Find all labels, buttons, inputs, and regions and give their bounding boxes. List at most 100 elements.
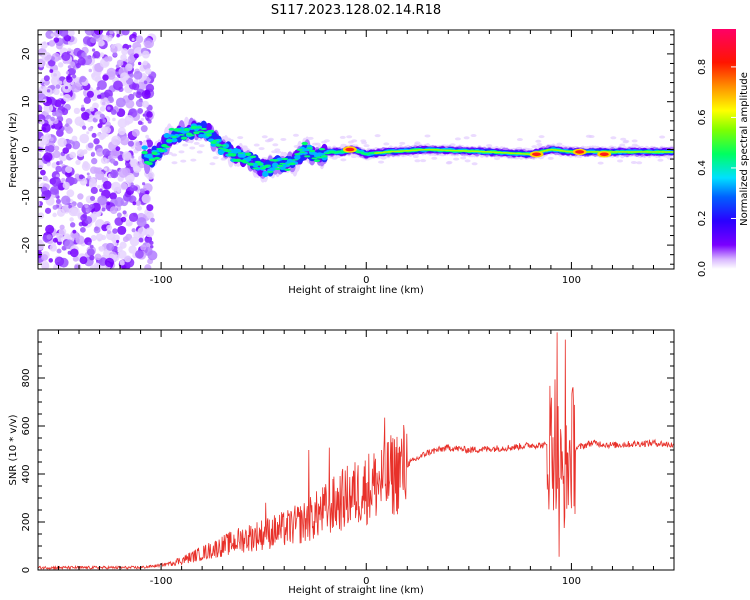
faint-speckle [617, 159, 624, 163]
noise-speckle [55, 198, 61, 204]
noise-speckle [71, 140, 81, 150]
noise-speckle [109, 30, 114, 35]
noise-speckle [89, 177, 97, 185]
noise-speckle [105, 121, 112, 128]
faint-speckle [193, 141, 200, 145]
noise-speckle [89, 114, 94, 119]
ridge-cell [237, 152, 244, 154]
ridge-cell [274, 167, 281, 170]
noise-speckle [137, 107, 144, 114]
snr-series [38, 332, 674, 570]
noise-speckle [132, 92, 137, 96]
noise-speckle [127, 48, 136, 56]
snr-x-axis-label: Height of straight line (km) [288, 585, 424, 596]
noise-speckle [44, 207, 52, 214]
noise-speckle [41, 51, 52, 62]
noise-speckle [147, 250, 158, 261]
noise-speckle [133, 70, 143, 80]
noise-speckle [117, 250, 127, 259]
colorbar-tick-label: 0.2 [697, 211, 708, 227]
noise-speckle [66, 189, 75, 198]
noise-speckle [118, 168, 129, 178]
noise-speckle [57, 80, 63, 86]
noise-speckle [137, 205, 142, 211]
noise-speckle [49, 84, 56, 91]
noise-speckle [146, 111, 153, 118]
spectrogram-y-tick-label: 20 [21, 48, 32, 61]
noise-speckle [99, 188, 103, 193]
noise-speckle [72, 229, 77, 234]
noise-speckle [139, 188, 145, 194]
faint-speckle [351, 139, 358, 143]
noise-speckle [54, 109, 63, 118]
noise-speckle [68, 207, 78, 217]
noise-speckle [75, 235, 85, 245]
noise-speckle [58, 160, 64, 165]
noise-speckle [146, 204, 154, 212]
faint-speckle [258, 147, 265, 151]
noise-speckle [66, 76, 73, 83]
noise-speckle [115, 146, 121, 152]
noise-speckle [110, 148, 121, 159]
noise-speckle [38, 201, 41, 206]
noise-speckle [50, 33, 55, 37]
ridge-cell [235, 158, 242, 162]
snr-y-tick-label: 400 [21, 464, 32, 483]
noise-speckle [52, 150, 61, 159]
ridge-cell [163, 133, 171, 139]
noise-speckle [135, 35, 144, 44]
snr-y-tick-label: 600 [21, 416, 32, 435]
noise-speckle [124, 255, 132, 263]
noise-speckle [128, 108, 138, 118]
noise-speckle [43, 152, 53, 162]
noise-speckle [102, 148, 110, 156]
faint-speckle [597, 161, 604, 165]
noise-speckle [49, 186, 59, 195]
noise-speckle [128, 178, 133, 183]
noise-speckle [74, 264, 79, 269]
noise-speckle [116, 212, 122, 218]
colorbar-tick-label: 0.4 [697, 160, 708, 176]
noise-speckle [107, 95, 114, 102]
faint-speckle [463, 136, 470, 140]
ridge-cell [291, 159, 299, 161]
ridge-cell [212, 139, 220, 142]
noise-speckle [150, 217, 155, 223]
noise-speckle [81, 111, 90, 121]
noise-speckle [90, 186, 98, 195]
noise-speckle [40, 260, 50, 269]
noise-speckle [113, 80, 123, 91]
noise-speckle [133, 53, 139, 59]
noise-speckle [48, 258, 53, 263]
noise-speckle [96, 132, 102, 137]
noise-speckle [114, 197, 125, 207]
noise-speckle [135, 91, 143, 99]
noise-speckle [91, 73, 96, 78]
noise-speckle [110, 169, 119, 179]
faint-speckle [610, 136, 617, 140]
ridge-cell [308, 149, 316, 153]
ridge-cell [311, 157, 318, 160]
noise-speckle [51, 125, 55, 129]
ridge-cell [321, 155, 328, 158]
spectrogram-image [38, 30, 674, 269]
noise-speckle [129, 184, 137, 192]
noise-speckle [103, 167, 108, 171]
faint-speckle [547, 156, 554, 160]
noise-speckle [145, 68, 152, 75]
ridge-cell [153, 156, 161, 160]
noise-speckle [85, 183, 90, 187]
noise-speckle [111, 135, 122, 146]
ridge-cell [217, 147, 225, 150]
ridge-cell [171, 137, 178, 143]
noise-speckle [90, 37, 97, 44]
noise-speckle [143, 80, 148, 85]
faint-speckle [471, 162, 478, 166]
spectrogram-y-tick-label: -20 [21, 237, 32, 253]
noise-speckle [72, 255, 79, 262]
faint-speckle [190, 158, 197, 162]
noise-speckle [97, 184, 101, 189]
faint-speckle [460, 156, 467, 160]
noise-speckle [52, 212, 57, 218]
noise-speckle [121, 30, 130, 36]
